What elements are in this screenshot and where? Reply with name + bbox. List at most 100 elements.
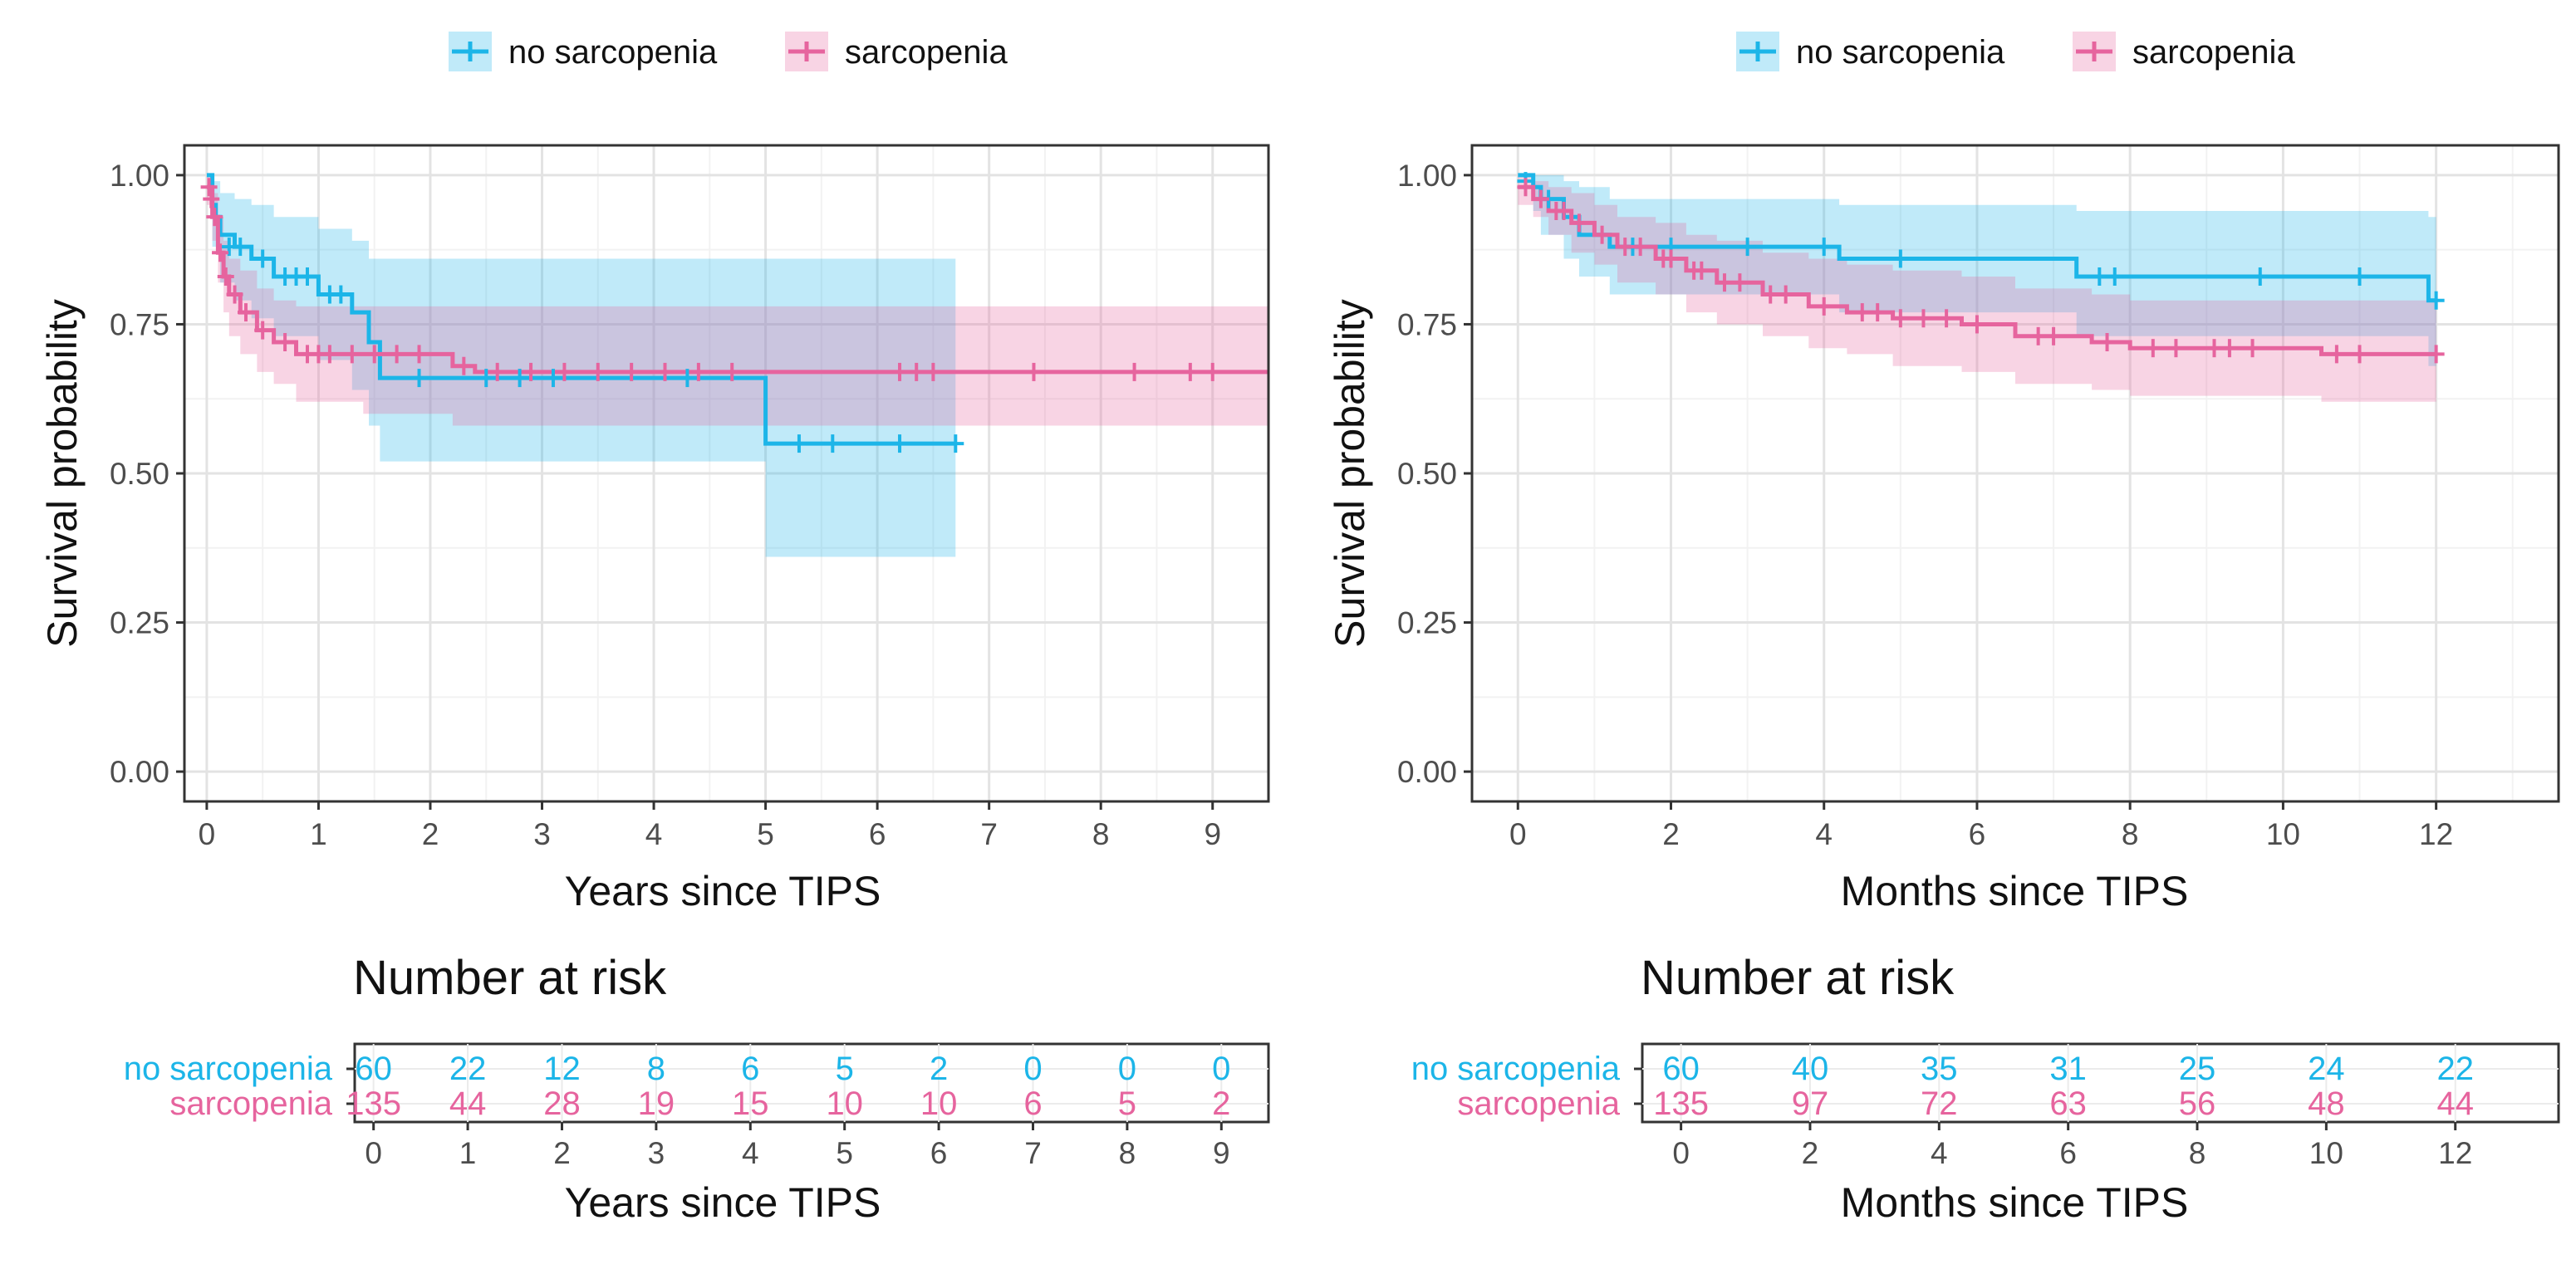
risk-count: 2 xyxy=(1212,1085,1230,1122)
risk-count: 10 xyxy=(826,1085,863,1122)
risk-table-title: Number at risk xyxy=(353,951,667,1005)
censor-mark-no-sarcopenia xyxy=(254,249,272,268)
risk-x-axis-title: Years since TIPS xyxy=(565,1179,881,1226)
x-tick-label: 1 xyxy=(310,817,327,851)
y-tick-label: 1.00 xyxy=(1397,159,1457,193)
censor-mark-no-sarcopenia xyxy=(298,267,316,286)
censor-mark-no-sarcopenia xyxy=(478,369,495,388)
censor-mark-sarcopenia xyxy=(212,243,229,262)
risk-x-tick-label: 10 xyxy=(2309,1136,2343,1170)
ci-band-sarcopenia xyxy=(206,174,1268,426)
risk-count: 0 xyxy=(1023,1051,1042,1087)
risk-table-border xyxy=(353,1042,1270,1124)
censor-mark-no-sarcopenia xyxy=(1815,238,1833,257)
censor-mark-sarcopenia xyxy=(1181,362,1199,381)
risk-count: 31 xyxy=(2049,1051,2087,1087)
censor-mark-sarcopenia xyxy=(343,345,361,364)
risk-count: 25 xyxy=(2179,1051,2216,1087)
censor-mark-sarcopenia xyxy=(1517,178,1534,197)
risk-x-tick-label: 4 xyxy=(1931,1136,1948,1170)
risk-x-tick-label: 8 xyxy=(2189,1136,2206,1170)
censor-mark-no-sarcopenia xyxy=(410,369,428,388)
censor-mark-no-sarcopenia xyxy=(1739,238,1756,257)
x-axis-title: Years since TIPS xyxy=(565,868,881,914)
risk-count: 35 xyxy=(1921,1051,1958,1087)
survival-line-sarcopenia xyxy=(1518,184,2436,356)
risk-count: 135 xyxy=(1653,1085,1709,1122)
censor-mark-no-sarcopenia xyxy=(2091,267,2108,286)
censor-mark-sarcopenia xyxy=(589,362,606,381)
x-tick-label: 7 xyxy=(980,817,998,851)
censor-mark-sarcopenia xyxy=(1555,202,1573,220)
risk-count: 56 xyxy=(2179,1085,2216,1122)
risk-count: 0 xyxy=(1118,1051,1136,1087)
censor-mark-no-sarcopenia xyxy=(232,238,249,257)
x-tick-label: 8 xyxy=(2122,817,2139,851)
censor-mark-no-sarcopenia xyxy=(2106,267,2123,286)
risk-x-tick-label: 6 xyxy=(2059,1136,2077,1170)
x-tick-label: 8 xyxy=(1092,817,1110,851)
risk-x-tick-label: 2 xyxy=(553,1136,571,1170)
legend-item-sarcopenia: sarcopenia xyxy=(785,32,1008,71)
y-tick-label: 0.50 xyxy=(1397,457,1457,491)
censor-mark-sarcopenia xyxy=(1204,362,1221,381)
censor-mark-sarcopenia xyxy=(1662,249,1680,268)
censor-mark-sarcopenia xyxy=(226,285,243,304)
censor-mark-no-sarcopenia xyxy=(511,369,528,388)
x-tick-label: 10 xyxy=(2266,817,2300,851)
risk-count: 60 xyxy=(355,1051,392,1087)
risk-count: 5 xyxy=(836,1051,854,1087)
x-tick-label: 5 xyxy=(757,817,774,851)
censor-mark-sarcopenia xyxy=(1762,285,1779,304)
censor-mark-sarcopenia xyxy=(908,362,925,381)
censor-mark-sarcopenia xyxy=(2045,326,2063,345)
legend-label: sarcopenia xyxy=(845,34,1008,71)
risk-row-label: no sarcopenia xyxy=(1411,1051,1621,1087)
risk-x-tick-label: 0 xyxy=(1672,1136,1690,1170)
censor-mark-no-sarcopenia xyxy=(790,434,807,453)
risk-x-tick-label: 6 xyxy=(930,1136,948,1170)
censor-mark-sarcopenia xyxy=(1570,213,1587,233)
censor-mark-sarcopenia xyxy=(1631,238,1649,257)
risk-table-title: Number at risk xyxy=(1641,951,1955,1005)
risk-count: 135 xyxy=(346,1085,401,1122)
censor-mark-sarcopenia xyxy=(388,345,405,364)
legend-label: no sarcopenia xyxy=(1796,34,2005,71)
x-tick-label: 3 xyxy=(533,817,551,851)
x-tick-label: 4 xyxy=(645,817,663,851)
censor-mark-sarcopenia xyxy=(488,362,506,381)
censor-mark-sarcopenia xyxy=(2220,339,2238,358)
censor-mark-no-sarcopenia xyxy=(679,369,696,388)
censor-mark-no-sarcopenia xyxy=(1892,249,1909,268)
risk-row-label: sarcopenia xyxy=(1457,1085,1620,1122)
risk-count: 15 xyxy=(732,1085,769,1122)
x-tick-label: 6 xyxy=(869,817,886,851)
risk-x-tick-label: 1 xyxy=(459,1136,477,1170)
y-tick-label: 0.75 xyxy=(110,307,169,341)
censor-mark-sarcopenia xyxy=(623,362,640,381)
y-tick-label: 0.50 xyxy=(110,457,169,491)
risk-count: 63 xyxy=(2049,1085,2087,1122)
censor-mark-sarcopenia xyxy=(366,345,383,364)
legend-item-no-sarcopenia: no sarcopenia xyxy=(1736,32,2005,71)
censor-mark-sarcopenia xyxy=(1617,238,1634,257)
y-tick-label: 1.00 xyxy=(110,159,169,193)
censor-mark-sarcopenia xyxy=(556,362,573,381)
risk-count: 10 xyxy=(920,1085,958,1122)
censor-mark-sarcopenia xyxy=(1968,315,1985,334)
censor-mark-sarcopenia xyxy=(1715,273,1733,292)
censor-mark-sarcopenia xyxy=(2328,345,2345,364)
censor-mark-sarcopenia xyxy=(321,345,338,364)
x-tick-label: 6 xyxy=(1969,817,1986,851)
ci-band-sarcopenia xyxy=(1518,174,2436,402)
censor-mark-no-sarcopenia xyxy=(891,434,909,453)
y-tick-label: 0.25 xyxy=(1397,606,1457,640)
censor-mark-sarcopenia xyxy=(277,333,294,351)
risk-x-tick-label: 12 xyxy=(2438,1136,2472,1170)
ci-band-no-sarcopenia xyxy=(1518,174,2436,366)
risk-count: 22 xyxy=(2436,1051,2474,1087)
censor-mark-no-sarcopenia xyxy=(824,434,841,453)
x-tick-label: 0 xyxy=(199,817,216,851)
risk-count: 6 xyxy=(741,1051,759,1087)
